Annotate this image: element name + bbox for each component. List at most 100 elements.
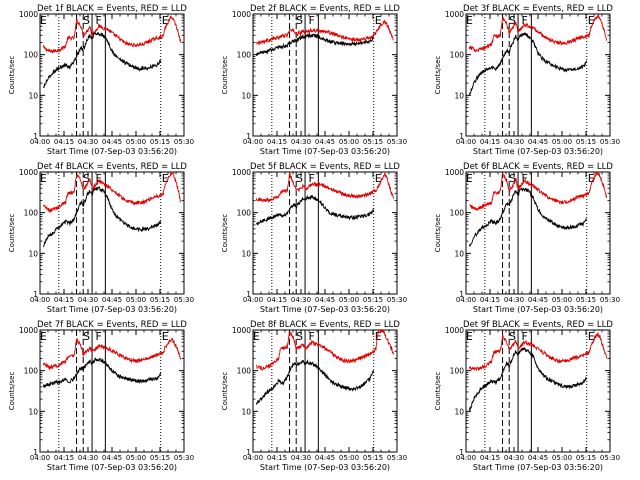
marker-e: E [588, 330, 595, 343]
x-tick-label: 05:30 [174, 138, 194, 146]
x-tick-label: 05:15 [576, 138, 596, 146]
marker-e: E [466, 14, 473, 27]
panel-title: Det 5f BLACK = Events, RED = LLD [250, 162, 400, 172]
y-tick-label: 10 [241, 249, 251, 258]
y-tick-label: 10 [454, 407, 464, 416]
x-tick-label: 04:45 [102, 454, 122, 462]
marker-s: S [509, 14, 516, 27]
marker-f: F [96, 330, 102, 343]
x-tick-label: 05:30 [174, 454, 194, 462]
x-axis-label: Start Time (07-Sep-03 03:56:20) [47, 463, 177, 472]
y-axis-label: Counts/sec [221, 56, 229, 95]
x-axis-label: Start Time (07-Sep-03 03:56:20) [260, 463, 390, 472]
panel-title: Det 4f BLACK = Events, RED = LLD [37, 162, 187, 172]
x-tick-label: 05:00 [126, 454, 146, 462]
marker-s: S [83, 330, 90, 343]
x-tick-label: 05:15 [150, 138, 170, 146]
x-axis-label: Start Time (07-Sep-03 03:56:20) [47, 147, 177, 156]
marker-f: F [522, 14, 528, 27]
y-axis-label: Counts/sec [8, 214, 16, 253]
x-axis-label: Start Time (07-Sep-03 03:56:20) [260, 305, 390, 314]
panel-title: Det 3f BLACK = Events, RED = LLD [463, 4, 613, 14]
x-tick-label: 04:45 [102, 296, 122, 304]
marker-f: F [309, 14, 315, 27]
x-axis-label: Start Time (07-Sep-03 03:56:20) [260, 147, 390, 156]
x-tick-label: 04:00 [456, 296, 476, 304]
x-tick-label: 05:00 [126, 296, 146, 304]
panel-title: Det 9f BLACK = Events, RED = LLD [463, 320, 613, 330]
x-tick-label: 04:00 [243, 296, 263, 304]
x-tick-label: 05:15 [363, 296, 383, 304]
x-tick-label: 04:30 [291, 454, 311, 462]
y-tick-label: 1000 [445, 168, 464, 177]
x-tick-label: 04:15 [54, 454, 74, 462]
y-tick-label: 100 [24, 209, 39, 218]
marker-e: E [375, 14, 382, 27]
y-tick-label: 1000 [19, 10, 38, 19]
panel-1: Det 1f BLACK = Events, RED = LLD Counts/s… [8, 4, 194, 156]
y-tick-label: 10 [28, 407, 38, 416]
marker-e: E [466, 172, 473, 185]
marker-e: E [588, 172, 595, 185]
x-tick-label: 05:15 [150, 454, 170, 462]
x-tick-label: 04:15 [480, 454, 500, 462]
x-tick-label: 04:45 [315, 454, 335, 462]
x-tick-label: 05:00 [339, 296, 359, 304]
x-tick-label: 05:15 [363, 138, 383, 146]
x-tick-label: 04:30 [504, 296, 524, 304]
y-tick-label: 1000 [232, 10, 251, 19]
y-tick-label: 100 [450, 209, 465, 218]
y-tick-label: 1000 [232, 326, 251, 335]
marker-e: E [375, 172, 382, 185]
y-tick-label: 100 [237, 51, 252, 60]
series-lld [42, 172, 181, 214]
y-tick-label: 100 [237, 367, 252, 376]
y-tick-label: 1 [33, 290, 38, 299]
marker-e: E [162, 172, 169, 185]
x-tick-label: 05:00 [552, 454, 572, 462]
x-tick-label: 05:15 [576, 454, 596, 462]
marker-f: F [96, 172, 102, 185]
marker-e: E [162, 14, 169, 27]
x-tick-label: 05:30 [387, 296, 407, 304]
panel-4: Det 4f BLACK = Events, RED = LLD Counts/s… [8, 162, 194, 314]
panel-title: Det 8f BLACK = Events, RED = LLD [250, 320, 400, 330]
marker-f: F [309, 172, 315, 185]
marker-s: S [296, 14, 303, 27]
series-events [255, 194, 375, 227]
x-tick-label: 05:00 [552, 138, 572, 146]
y-axis-label: Counts/sec [8, 56, 16, 95]
marker-s: S [509, 172, 516, 185]
series-lld [42, 337, 182, 371]
y-tick-label: 100 [24, 367, 39, 376]
panel-5: Det 5f BLACK = Events, RED = LLD Counts/s… [221, 162, 407, 314]
y-tick-label: 100 [24, 51, 39, 60]
panel-8: Det 8f BLACK = Events, RED = LLD Counts/s… [221, 320, 407, 472]
x-axis-label: Start Time (07-Sep-03 03:56:20) [473, 305, 603, 314]
marker-s: S [296, 330, 303, 343]
x-tick-label: 05:30 [600, 454, 620, 462]
y-tick-label: 1 [459, 448, 464, 457]
marker-e: E [40, 14, 47, 27]
series-events [468, 32, 588, 95]
x-tick-label: 04:15 [54, 296, 74, 304]
series-lld [255, 172, 395, 203]
x-tick-label: 04:00 [243, 138, 263, 146]
y-tick-label: 10 [454, 91, 464, 100]
series-lld [256, 19, 394, 46]
x-tick-label: 04:30 [78, 296, 98, 304]
x-tick-label: 04:15 [267, 138, 287, 146]
x-tick-label: 04:00 [456, 138, 476, 146]
y-tick-label: 100 [237, 209, 252, 218]
x-tick-label: 04:00 [30, 296, 50, 304]
marker-s: S [509, 330, 516, 343]
x-axis-label: Start Time (07-Sep-03 03:56:20) [473, 147, 603, 156]
y-axis-label: Counts/sec [221, 372, 229, 411]
y-axis-label: Counts/sec [221, 214, 229, 253]
marker-e: E [253, 330, 260, 343]
x-tick-label: 04:45 [528, 138, 548, 146]
y-tick-label: 10 [241, 91, 251, 100]
y-tick-label: 1 [33, 448, 38, 457]
marker-f: F [96, 14, 102, 27]
x-tick-label: 05:00 [126, 138, 146, 146]
